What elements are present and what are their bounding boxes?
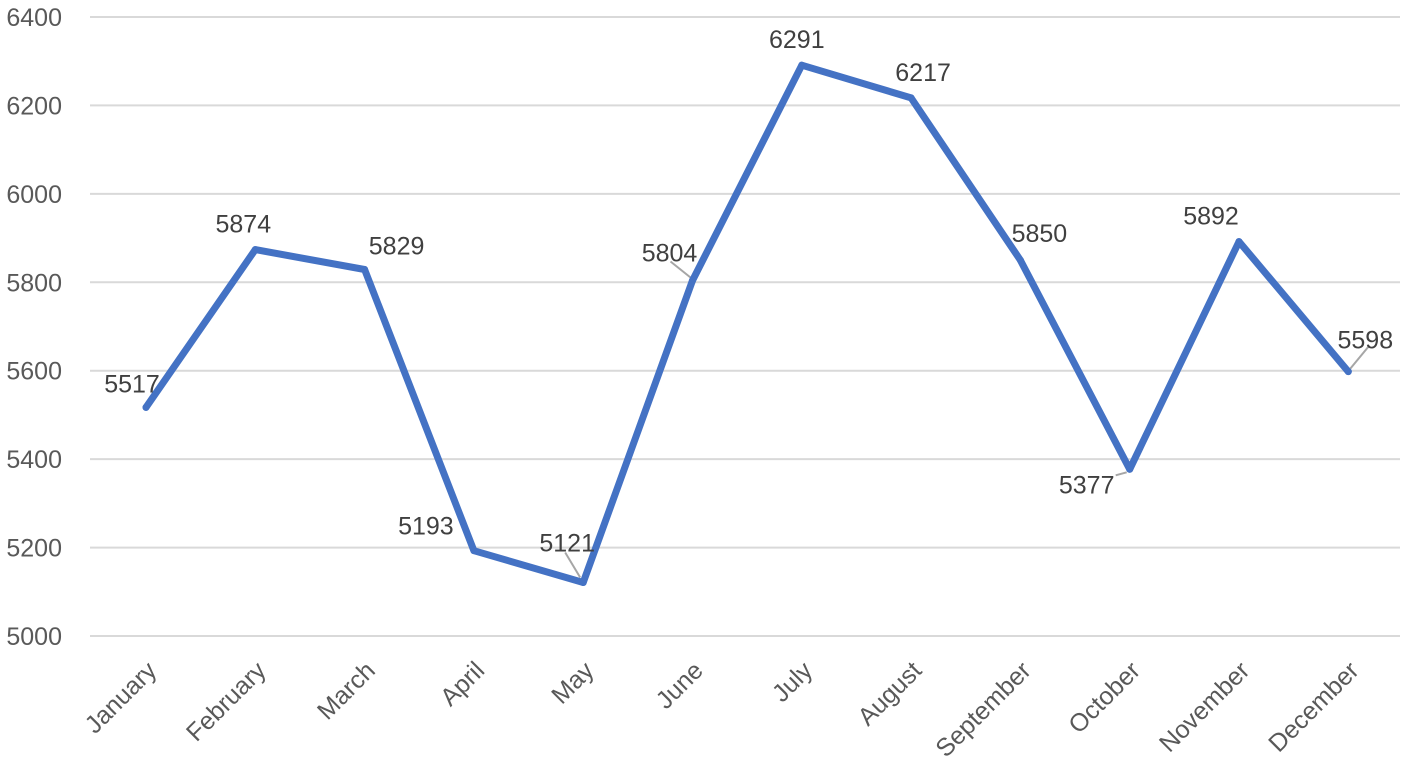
data-point [470,547,478,555]
data-label: 5850 [1012,220,1068,248]
x-tick-label: December [1263,656,1364,757]
data-label: 6291 [769,26,825,54]
data-point [579,579,587,587]
data-point [1016,256,1024,264]
gridlines [90,16,1400,637]
x-tick-label: January [80,656,163,739]
x-tick-label: November [1154,656,1255,757]
data-label: 5874 [215,211,271,239]
x-tick-label: August [852,656,927,731]
x-tick-label: April [435,656,490,711]
y-tick-label: 5000 [6,623,62,651]
leader-line [564,551,582,579]
y-tick-label: 6400 [6,4,62,32]
data-point [907,94,915,102]
data-point [361,265,369,273]
y-tick-label: 6000 [6,181,62,209]
leader-line [1115,471,1127,477]
data-label: 5892 [1183,203,1239,231]
x-tick-label: June [651,656,709,714]
label-leader-lines [564,260,1371,579]
data-label: 5193 [398,513,454,541]
y-axis: 5000 5200 5400 5600 5800 6000 6200 6400 [6,4,62,651]
x-tick-label: May [546,656,600,710]
data-point [1235,238,1243,246]
y-tick-label: 5600 [6,358,62,386]
data-label: 6217 [895,59,951,87]
data-point [1126,465,1134,473]
x-tick-label: February [181,656,272,747]
data-label: 5829 [369,232,425,260]
data-label: 5377 [1059,471,1115,499]
x-tick-label: September [930,656,1036,762]
data-label: 5598 [1337,327,1393,355]
x-tick-label: July [767,656,819,708]
data-label: 5804 [642,240,698,268]
y-tick-label: 6200 [6,92,62,120]
x-tick-label: March [312,656,381,725]
data-label: 5517 [104,370,160,398]
data-labels: 5517 5874 5829 5193 5121 5804 6291 6217 5850 5377… [104,26,1393,557]
x-tick-label: October [1063,656,1146,739]
series-group [142,61,1352,587]
x-axis: January February March April May June July Augu… [80,656,1365,763]
series-line [142,61,1352,586]
y-tick-label: 5400 [6,446,62,474]
y-tick-label: 5200 [6,535,62,563]
data-point [142,403,150,411]
leader-line [1349,344,1371,370]
data-point [689,277,696,285]
y-tick-label: 5800 [6,269,62,297]
data-point [251,246,259,254]
data-label: 5121 [539,530,595,558]
data-point [1344,368,1352,376]
leader-line [669,260,692,279]
data-point [798,61,806,69]
